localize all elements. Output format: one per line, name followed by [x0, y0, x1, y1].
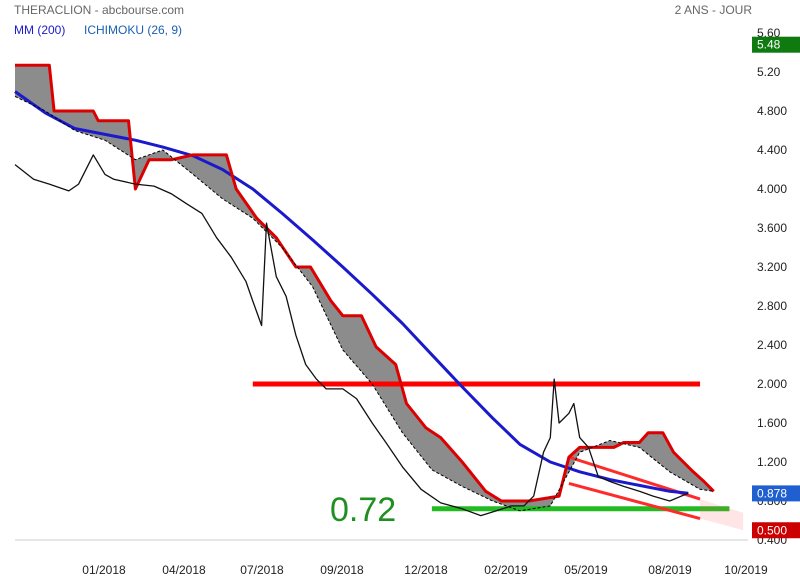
channel-lower-line — [568, 482, 701, 520]
y-tick-label: 4.000 — [757, 182, 787, 196]
chart-period-label: 2 ANS - JOUR — [674, 3, 752, 17]
price-badges: 5.48 0.878 0.500 — [752, 36, 800, 539]
x-tick-label: 05/2019 — [564, 563, 608, 577]
x-tick-label: 07/2018 — [240, 563, 284, 577]
price-badge — [752, 485, 800, 502]
y-axis: 5.60 5.20 4.800 4.400 4.000 3.600 3.200 2.800 2.… — [757, 26, 787, 547]
legend-mm200: MM (200) — [14, 23, 66, 37]
x-tick-label: 10/2019 — [724, 563, 768, 577]
series-line-kijun — [15, 63, 715, 503]
series-line-cloud — [14, 95, 714, 512]
series-line-close — [14, 154, 689, 517]
chart-source-title: THERACLION - abcbourse.com — [14, 3, 185, 17]
x-tick-label: 12/2018 — [404, 563, 448, 577]
y-tick-label: 5.60 — [757, 26, 781, 40]
y-tick-label: 4.400 — [757, 143, 787, 157]
y-tick-label: 5.20 — [757, 65, 781, 79]
x-tick-label: 08/2019 — [648, 563, 692, 577]
x-axis: 01/2018 04/2018 07/2018 09/2018 12/2018 02/20… — [82, 563, 768, 577]
x-tick-label: 01/2018 — [82, 563, 126, 577]
price-badge-label: 0.878 — [757, 486, 787, 500]
x-tick-label: 09/2018 — [320, 563, 364, 577]
y-tick-label: 2.800 — [757, 299, 787, 313]
support-annotation-label: 0.72 — [330, 491, 396, 529]
y-tick-label: 4.800 — [757, 104, 787, 118]
price-badge — [752, 522, 800, 539]
y-tick-label: 2.400 — [757, 338, 787, 352]
x-tick-label: 04/2018 — [162, 563, 206, 577]
y-tick-label: 1.600 — [757, 416, 787, 430]
y-tick-label: 3.600 — [757, 221, 787, 235]
y-tick-label: 3.200 — [757, 260, 787, 274]
series-line-mm200 — [14, 90, 689, 495]
horizontal-levels — [252, 381, 730, 512]
price-badge-label: 5.48 — [757, 38, 781, 52]
legend-ichimoku: ICHIMOKU (26, 9) — [84, 23, 183, 37]
annotations: 0.72 — [330, 491, 396, 529]
price-badge — [752, 36, 800, 53]
channel-extension — [700, 499, 744, 531]
y-tick-label: 2.000 — [757, 377, 787, 391]
price-badge-label: 0.500 — [757, 523, 787, 537]
x-tick-label: 02/2019 — [484, 563, 528, 577]
y-tick-label: 1.200 — [757, 455, 787, 469]
series-lines — [14, 63, 715, 517]
